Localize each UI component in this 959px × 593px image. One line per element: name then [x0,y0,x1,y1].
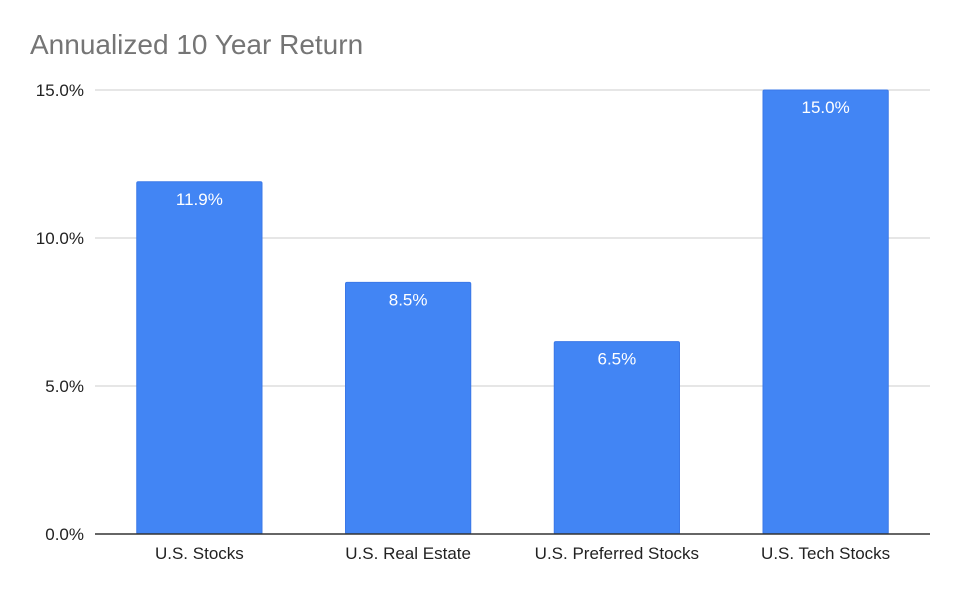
data-label: 15.0% [802,98,850,117]
y-tick-label: 15.0% [36,81,84,100]
bar [553,341,680,535]
bar [345,281,472,535]
y-tick-label: 0.0% [45,525,84,544]
bar [762,89,889,535]
bars: 11.9% 8.5% 6.5% 15.0% [136,89,889,535]
y-tick-label: 10.0% [36,229,84,248]
x-tick-label: U.S. Preferred Stocks [535,544,699,563]
data-label: 8.5% [389,290,428,309]
x-tick-label: U.S. Real Estate [345,544,471,563]
bar [136,181,263,535]
data-label: 11.9% [176,190,223,209]
data-label: 6.5% [598,350,637,369]
x-tick-label: U.S. Stocks [155,544,244,563]
y-tick-label: 5.0% [45,377,84,396]
y-axis: 0.0% 5.0% 10.0% 15.0% [36,81,84,544]
x-axis: U.S. Stocks U.S. Real Estate U.S. Preferre… [155,544,890,563]
x-tick-label: U.S. Tech Stocks [761,544,890,563]
chart-title: Annualized 10 Year Return [30,29,363,60]
